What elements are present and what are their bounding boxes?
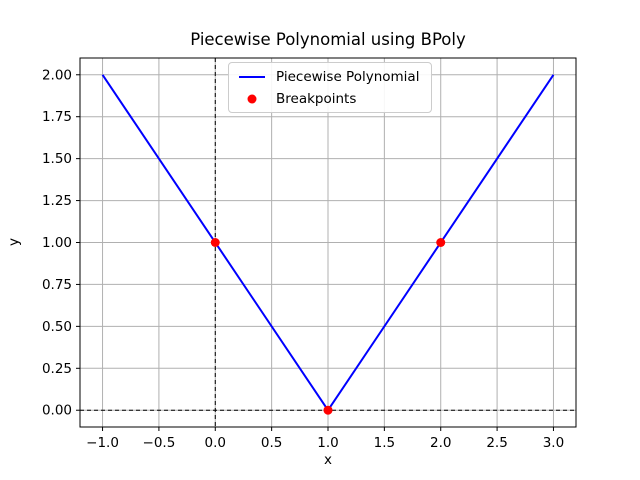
breakpoint-marker bbox=[210, 238, 220, 247]
x-tick-label: 2.0 bbox=[430, 435, 451, 451]
y-tick-label: 2.00 bbox=[42, 67, 72, 83]
y-tick-label: 1.00 bbox=[42, 235, 72, 251]
y-tick-label: 1.25 bbox=[42, 193, 72, 209]
y-tick-label: 0.00 bbox=[42, 403, 72, 419]
y-tick-label: 0.25 bbox=[42, 361, 72, 377]
y-tick-label: 1.75 bbox=[42, 109, 72, 125]
x-tick-label: 0.5 bbox=[261, 435, 282, 451]
legend-entry-breakpoints: Breakpoints bbox=[237, 88, 423, 109]
breakpoint-marker bbox=[323, 405, 333, 415]
x-tick-label: −1.0 bbox=[86, 435, 119, 451]
x-tick-label: −0.5 bbox=[143, 435, 176, 451]
x-tick-label: 1.5 bbox=[374, 435, 395, 451]
y-tick-label: 1.50 bbox=[42, 151, 72, 167]
y-axis-label: y bbox=[6, 238, 22, 246]
dot-swatch-icon bbox=[247, 94, 257, 103]
legend-label-breakpoints: Breakpoints bbox=[276, 90, 357, 107]
legend-entry-piecewise-polynomial: Piecewise Polynomial bbox=[237, 66, 423, 87]
legend-dot-sample bbox=[247, 94, 257, 103]
line-swatch-icon bbox=[239, 75, 265, 78]
x-tick-label: 2.5 bbox=[486, 435, 507, 451]
x-tick-label: 1.0 bbox=[317, 435, 338, 451]
chart-title: Piecewise Polynomial using BPoly bbox=[190, 30, 466, 49]
y-tick-label: 0.50 bbox=[42, 319, 72, 335]
x-tick-label: 0.0 bbox=[205, 435, 226, 451]
x-axis-label: x bbox=[324, 452, 332, 468]
legend-label-piecewise-polynomial: Piecewise Polynomial bbox=[276, 68, 420, 85]
legend: Piecewise Polynomial Breakpoints bbox=[228, 62, 432, 113]
y-tick-label: 0.75 bbox=[42, 277, 72, 293]
x-tick-label: 3.0 bbox=[543, 435, 564, 451]
breakpoint-marker bbox=[436, 238, 446, 247]
